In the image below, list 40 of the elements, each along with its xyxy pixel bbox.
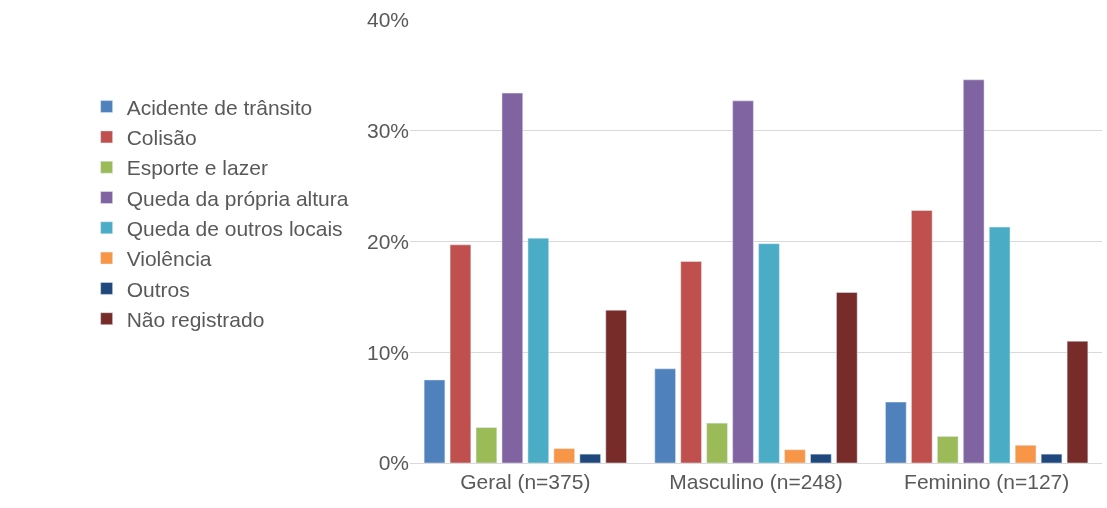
bar [810, 453, 832, 463]
bar [836, 292, 858, 463]
bar [911, 210, 933, 463]
bar [706, 422, 728, 463]
bar [579, 453, 601, 463]
bar [1014, 445, 1037, 463]
legend-label: Esporte e lazer [126, 156, 268, 180]
bar [758, 243, 780, 463]
legend-label: Colisão [126, 126, 197, 150]
bar [605, 309, 627, 463]
legend-label: Queda da própria altura [126, 186, 349, 210]
legend-label: Outros [126, 277, 190, 301]
x-tick-label: Masculino (n=248) [669, 470, 843, 494]
legend-label: Queda de outros locais [126, 216, 343, 240]
bar [732, 100, 754, 463]
bar [449, 244, 472, 463]
bar [423, 379, 446, 463]
bar [501, 92, 523, 463]
x-tick-label: Geral (n=375) [460, 470, 591, 494]
bar [654, 368, 676, 463]
bar [553, 448, 575, 463]
bar [885, 401, 907, 463]
y-tick-label: 10% [366, 340, 409, 364]
bar [937, 436, 959, 463]
bar [1040, 453, 1063, 463]
bar [527, 237, 549, 463]
y-tick-label: 40% [366, 8, 409, 32]
y-tick-label: 0% [378, 451, 409, 475]
y-tick-label: 30% [366, 119, 409, 143]
legend-label: Violência [126, 247, 212, 271]
legend-label: Não registrado [126, 307, 265, 331]
legend-label: Acidente de trânsito [126, 95, 313, 119]
bar [475, 427, 498, 463]
bar [784, 449, 806, 463]
bar [1066, 340, 1089, 463]
x-tick-label: Feminino (n=127) [904, 470, 1070, 494]
bar [680, 261, 702, 463]
bar [963, 79, 985, 463]
bar [989, 226, 1011, 463]
y-tick-label: 20% [366, 229, 409, 253]
